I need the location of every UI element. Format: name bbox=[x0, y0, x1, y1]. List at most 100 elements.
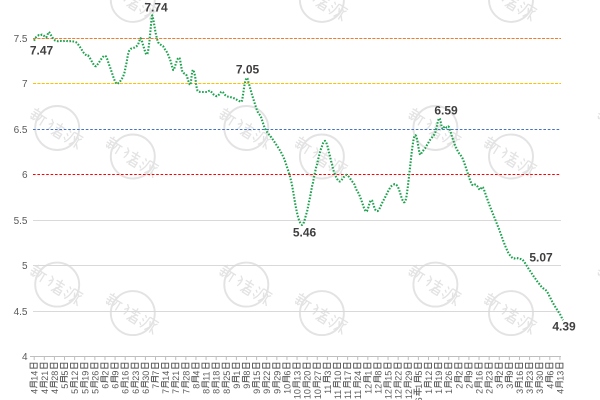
svg-text:9: 9 bbox=[232, 384, 242, 389]
svg-text:10: 10 bbox=[303, 389, 313, 399]
svg-text:4: 4 bbox=[30, 389, 40, 394]
svg-text:11: 11 bbox=[202, 371, 212, 380]
svg-text:21: 21 bbox=[40, 371, 50, 381]
svg-text:19: 19 bbox=[434, 371, 444, 381]
svg-text:10: 10 bbox=[333, 371, 343, 381]
svg-text:15: 15 bbox=[252, 371, 262, 381]
svg-text:3: 3 bbox=[505, 384, 515, 389]
svg-text:14: 14 bbox=[30, 371, 40, 381]
svg-text:20: 20 bbox=[303, 371, 313, 381]
svg-text:12: 12 bbox=[373, 384, 383, 394]
svg-text:12: 12 bbox=[363, 384, 373, 394]
svg-text:23: 23 bbox=[525, 371, 535, 381]
svg-text:4: 4 bbox=[555, 389, 565, 394]
svg-text:4: 4 bbox=[191, 371, 201, 376]
svg-text:5.07: 5.07 bbox=[529, 251, 553, 265]
svg-text:7: 7 bbox=[22, 79, 28, 90]
svg-text:29: 29 bbox=[272, 371, 282, 381]
svg-text:25: 25 bbox=[222, 371, 232, 381]
svg-text:3: 3 bbox=[535, 389, 545, 394]
svg-text:17: 17 bbox=[343, 371, 353, 381]
svg-text:5: 5 bbox=[70, 389, 80, 394]
svg-text:4: 4 bbox=[22, 352, 28, 363]
svg-text:23: 23 bbox=[485, 371, 495, 381]
svg-text:8: 8 bbox=[212, 389, 222, 394]
svg-text:2: 2 bbox=[495, 371, 505, 376]
svg-text:2: 2 bbox=[454, 384, 464, 389]
svg-text:9: 9 bbox=[111, 371, 121, 376]
svg-text:5: 5 bbox=[90, 389, 100, 394]
svg-text:2: 2 bbox=[475, 389, 485, 394]
svg-text:27: 27 bbox=[313, 371, 323, 381]
svg-text:2026: 2026 bbox=[414, 397, 424, 400]
svg-text:13: 13 bbox=[555, 371, 565, 381]
svg-text:6.5: 6.5 bbox=[14, 125, 28, 136]
svg-text:9: 9 bbox=[505, 371, 515, 376]
svg-text:6: 6 bbox=[131, 389, 141, 394]
svg-text:16: 16 bbox=[475, 371, 485, 381]
svg-text:11: 11 bbox=[333, 390, 343, 399]
svg-text:6: 6 bbox=[100, 384, 110, 389]
svg-text:4.39: 4.39 bbox=[552, 320, 576, 334]
svg-text:6: 6 bbox=[141, 389, 151, 394]
svg-text:7: 7 bbox=[181, 389, 191, 394]
svg-text:28: 28 bbox=[181, 371, 191, 381]
svg-text:11: 11 bbox=[323, 385, 333, 394]
svg-text:12: 12 bbox=[384, 389, 394, 399]
svg-text:3: 3 bbox=[495, 384, 505, 389]
svg-text:8: 8 bbox=[222, 389, 232, 394]
svg-text:2: 2 bbox=[464, 384, 474, 389]
svg-text:9: 9 bbox=[464, 371, 474, 376]
svg-text:5: 5 bbox=[60, 384, 70, 389]
svg-text:7.47: 7.47 bbox=[30, 44, 54, 58]
svg-text:26: 26 bbox=[444, 371, 454, 381]
svg-text:7.05: 7.05 bbox=[236, 63, 260, 77]
svg-text:19: 19 bbox=[80, 371, 90, 381]
svg-text:8: 8 bbox=[373, 371, 383, 376]
svg-text:8: 8 bbox=[242, 371, 252, 376]
svg-text:10: 10 bbox=[313, 389, 323, 399]
svg-text:29: 29 bbox=[404, 371, 414, 381]
svg-text:11: 11 bbox=[343, 390, 353, 399]
svg-text:9: 9 bbox=[242, 384, 252, 389]
svg-text:4: 4 bbox=[545, 384, 555, 389]
svg-text:28: 28 bbox=[50, 371, 60, 381]
svg-text:4: 4 bbox=[40, 389, 50, 394]
svg-text:7: 7 bbox=[151, 371, 161, 376]
svg-text:12: 12 bbox=[404, 389, 414, 399]
svg-text:6.59: 6.59 bbox=[434, 104, 458, 118]
svg-text:9: 9 bbox=[262, 389, 272, 394]
svg-text:10: 10 bbox=[293, 389, 303, 399]
svg-text:6: 6 bbox=[22, 170, 28, 181]
svg-text:6: 6 bbox=[545, 371, 555, 376]
svg-text:8: 8 bbox=[191, 384, 201, 389]
svg-text:6: 6 bbox=[121, 389, 131, 394]
svg-text:26: 26 bbox=[90, 371, 100, 381]
svg-text:8: 8 bbox=[202, 389, 212, 394]
svg-text:7: 7 bbox=[151, 384, 161, 389]
svg-text:7.5: 7.5 bbox=[14, 34, 28, 45]
svg-text:1: 1 bbox=[434, 389, 444, 394]
svg-text:7: 7 bbox=[161, 389, 171, 394]
svg-text:1: 1 bbox=[444, 389, 454, 394]
svg-text:7.74: 7.74 bbox=[144, 1, 168, 15]
svg-text:3: 3 bbox=[525, 389, 535, 394]
svg-text:30: 30 bbox=[535, 371, 545, 381]
svg-text:4.5: 4.5 bbox=[14, 307, 28, 318]
svg-text:2: 2 bbox=[485, 389, 495, 394]
svg-text:1: 1 bbox=[414, 384, 424, 389]
svg-text:24: 24 bbox=[353, 371, 363, 381]
svg-text:22: 22 bbox=[262, 371, 272, 381]
svg-text:11: 11 bbox=[353, 390, 363, 399]
svg-text:12: 12 bbox=[424, 371, 434, 381]
svg-text:23: 23 bbox=[131, 371, 141, 381]
svg-text:9: 9 bbox=[272, 389, 282, 394]
svg-text:14: 14 bbox=[161, 371, 171, 381]
svg-text:18: 18 bbox=[212, 371, 222, 381]
svg-text:5: 5 bbox=[22, 261, 28, 272]
svg-text:5: 5 bbox=[60, 371, 70, 376]
svg-text:1: 1 bbox=[232, 371, 242, 376]
svg-text:16: 16 bbox=[515, 371, 525, 381]
svg-text:3: 3 bbox=[323, 371, 333, 376]
svg-text:6: 6 bbox=[111, 384, 121, 389]
